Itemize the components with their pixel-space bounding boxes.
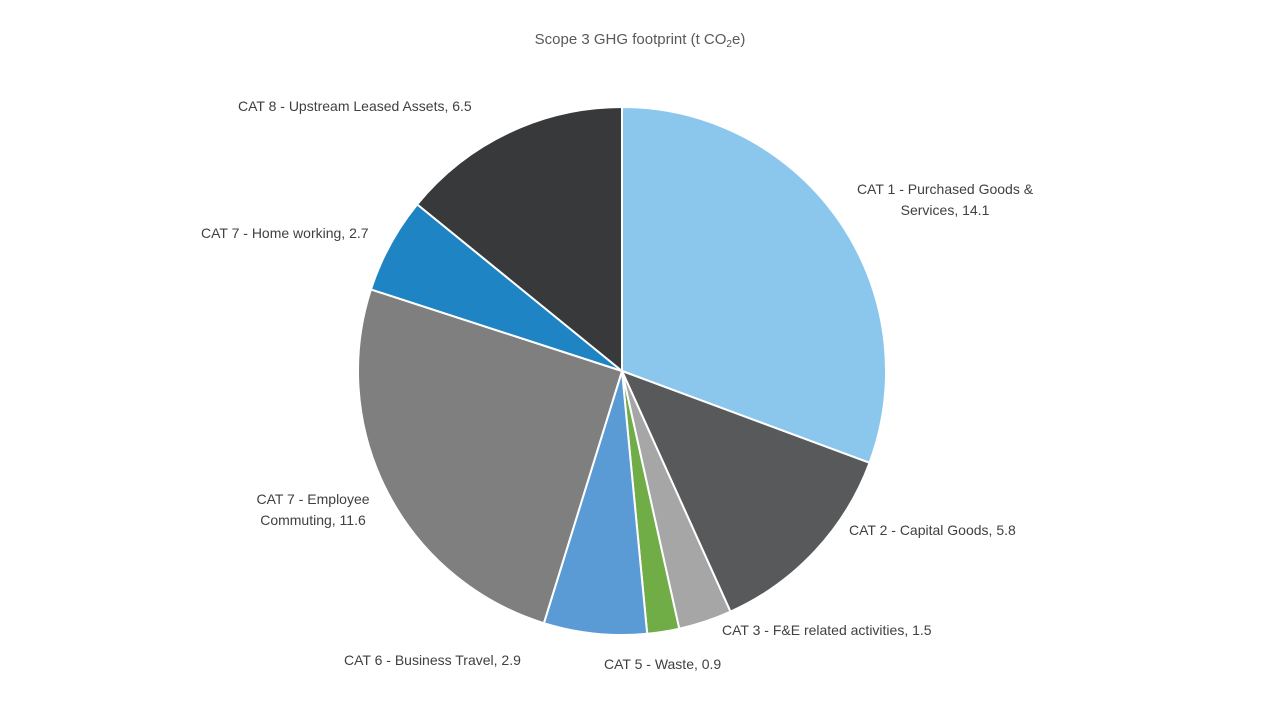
data-label-cat7-home: CAT 7 - Home working, 2.7 bbox=[201, 225, 369, 241]
data-label-cat7-commuting: CAT 7 - Employee Commuting, 11.6 bbox=[256, 491, 370, 528]
pie-slice-2 bbox=[621, 370, 871, 613]
chart-title: Scope 3 GHG footprint (t CO2e) bbox=[534, 31, 746, 50]
data-label-cat5: CAT 5 - Waste, 0.9 bbox=[604, 656, 722, 672]
data-label-cat6: CAT 6 - Business Travel, 2.9 bbox=[344, 652, 521, 668]
data-label-cat2: CAT 2 - Capital Goods, 5.8 bbox=[849, 522, 1016, 538]
pie-slice-6 bbox=[357, 288, 623, 625]
data-label-cat3: CAT 3 - F&E related activities, 1.5 bbox=[722, 622, 932, 638]
pie-slice-8 bbox=[416, 106, 623, 372]
data-label-cat8: CAT 8 - Upstream Leased Assets, 6.5 bbox=[238, 98, 472, 114]
data-label-cat1: CAT 1 - Purchased Goods & Services, 14.1 bbox=[856, 181, 1034, 218]
pie-slice-1 bbox=[621, 106, 888, 464]
